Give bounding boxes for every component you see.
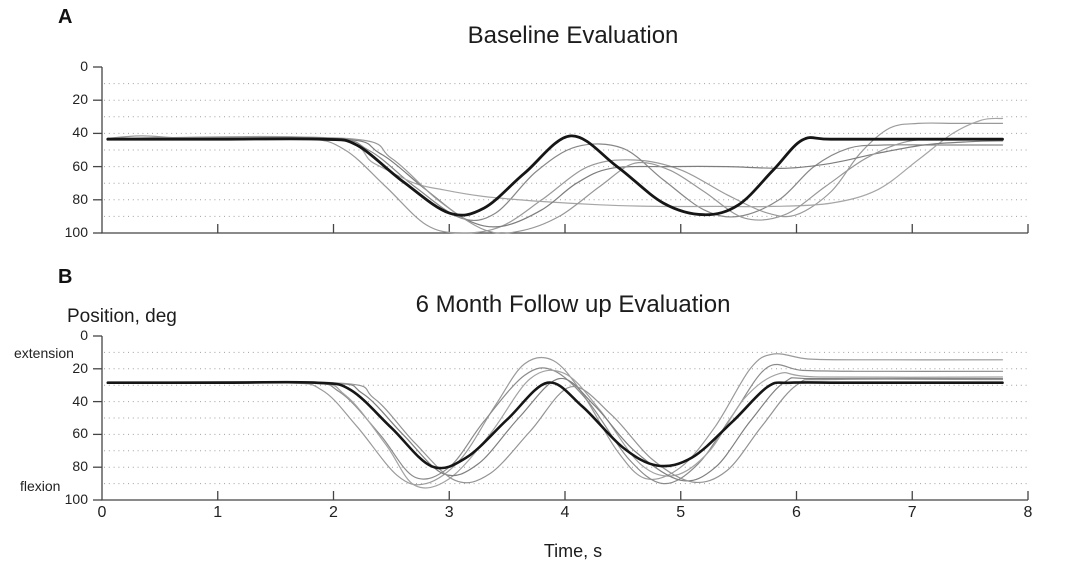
y-tick-label: 60 <box>72 425 88 442</box>
trial-trace <box>107 117 1004 208</box>
y-tick-label: 0 <box>80 58 88 74</box>
mean-trace <box>106 134 1004 217</box>
y-tick-label: 100 <box>64 224 88 240</box>
x-tick-label: 0 <box>97 504 107 521</box>
y-tick-label: 0 <box>80 327 88 343</box>
y-tick-label: 20 <box>72 91 88 108</box>
x-tick-label: 6 <box>792 504 801 521</box>
x-tick-label: 2 <box>329 504 338 521</box>
panel-b-title: 6 Month Follow up Evaluation <box>415 291 731 318</box>
trial-trace <box>107 136 1004 234</box>
y-tick-label: 100 <box>64 491 88 507</box>
x-tick-label: 1 <box>213 504 223 521</box>
y-tick-label: 80 <box>72 458 88 475</box>
x-tick-label: 8 <box>1023 504 1033 521</box>
x-tick-label: 5 <box>676 504 686 521</box>
y-tick-label: 60 <box>72 157 88 174</box>
y-tick-label: 20 <box>72 359 88 376</box>
trial-trace <box>107 377 1004 482</box>
panel-a-title: Baseline Evaluation <box>467 22 679 49</box>
y-tick-label: 80 <box>72 190 88 207</box>
panel-b-plot <box>93 335 1029 501</box>
panel-b-letter: B <box>58 266 73 288</box>
mean-trace <box>106 380 1004 470</box>
panel-a-plot <box>93 66 1029 234</box>
x-tick-label: 7 <box>907 504 917 521</box>
x-tick-label: 4 <box>560 504 570 521</box>
x-tick-label: 3 <box>444 504 454 521</box>
extension-annotation: extension <box>14 345 74 361</box>
trial-trace <box>107 136 1004 222</box>
y-tick-label: 40 <box>72 392 88 409</box>
flexion-annotation: flexion <box>20 478 61 494</box>
trial-trace <box>107 353 1004 486</box>
y-tick-label: 40 <box>72 124 88 141</box>
trial-trace <box>107 136 1004 228</box>
x-axis-label: Time, s <box>543 541 603 561</box>
panel-a-letter: A <box>58 6 73 28</box>
trial-trace <box>107 369 1004 489</box>
y-axis-label: Position, deg <box>67 306 177 327</box>
trial-trace <box>107 378 1004 484</box>
